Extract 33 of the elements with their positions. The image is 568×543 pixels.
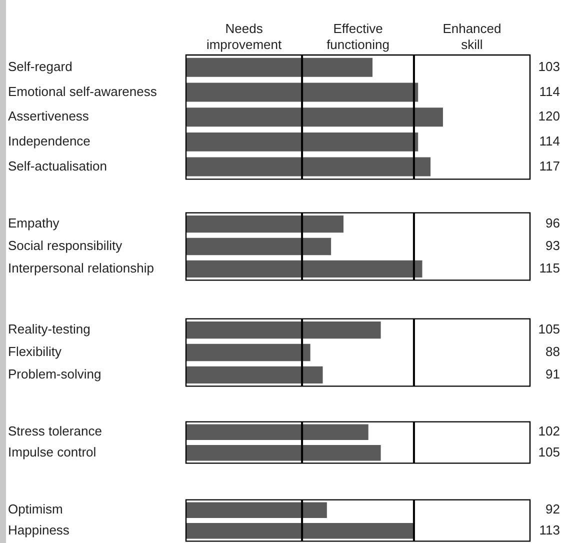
- y-tick-label: Empathy: [8, 216, 60, 231]
- y-tick-label: Assertiveness: [8, 108, 90, 124]
- data-label: 105: [538, 444, 560, 460]
- data-label: 120: [538, 108, 560, 124]
- data-label: 102: [538, 424, 560, 439]
- text: Effective functioning: [326, 21, 390, 52]
- y-tick-label: Self-regard: [8, 59, 72, 74]
- data-label: 93: [546, 238, 560, 254]
- y-tick-label: Self-actualisation: [8, 158, 107, 174]
- y-tick-label: Emotional self-awareness: [8, 84, 158, 99]
- y-tick-label: Happiness: [8, 522, 70, 538]
- y-tick-label: Problem-solving: [8, 366, 102, 382]
- data-label: 96: [546, 216, 560, 231]
- data-label: 115: [539, 260, 560, 276]
- data-label: 88: [546, 344, 560, 360]
- data-label: 113: [539, 522, 560, 538]
- data-label: 92: [546, 502, 560, 517]
- data-label: 103: [538, 59, 560, 74]
- data-label: 114: [539, 134, 560, 149]
- y-tick-label: Independence: [8, 134, 90, 149]
- text: Enhanced skill: [442, 21, 502, 52]
- y-tick-label: Optimism: [8, 502, 63, 517]
- data-label: 91: [546, 366, 560, 382]
- y-tick-label: Stress tolerance: [8, 424, 102, 439]
- y-tick-label: Interpersonal relationship: [8, 260, 154, 276]
- y-tick-label: Flexibility: [8, 344, 62, 360]
- data-label: 117: [539, 158, 560, 174]
- y-tick-label: Reality-testing: [8, 322, 90, 337]
- y-tick-label: Impulse control: [8, 444, 96, 460]
- y-tick-label: Social responsibility: [8, 238, 123, 254]
- text: Needs improvement: [206, 21, 282, 52]
- data-label: 114: [539, 84, 560, 99]
- data-label: 105: [538, 322, 560, 337]
